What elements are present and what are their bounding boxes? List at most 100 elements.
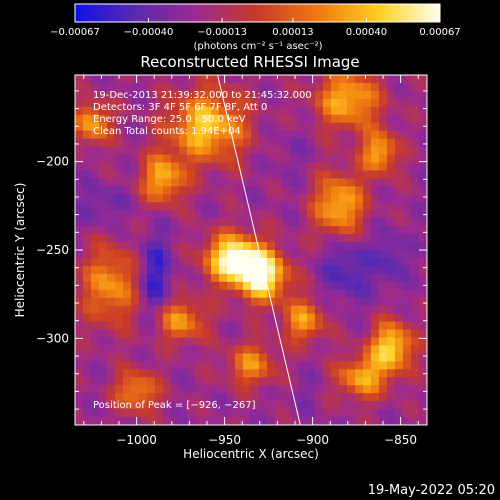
heatmap-cell — [123, 82, 132, 92]
heatmap-cell — [379, 401, 388, 410]
heatmap-cell — [331, 130, 340, 140]
heatmap-cell — [347, 265, 356, 275]
heatmap-cell — [211, 178, 220, 187]
heatmap-cell — [155, 130, 164, 140]
heatmap-cell — [419, 377, 427, 386]
heatmap-cell — [299, 194, 308, 203]
heatmap-cell — [227, 154, 236, 164]
heatmap-cell — [163, 146, 172, 156]
heatmap-cell — [123, 329, 132, 339]
heatmap-cell — [107, 273, 116, 283]
heatmap-cell — [299, 90, 308, 100]
heatmap-cell — [75, 361, 84, 370]
heatmap-cell — [219, 82, 228, 92]
heatmap-cell — [211, 154, 220, 164]
heatmap-cell — [83, 393, 92, 402]
heatmap-cell — [355, 401, 364, 410]
heatmap-cell — [75, 226, 84, 235]
heatmap-cell — [131, 82, 140, 92]
heatmap-cell — [411, 281, 420, 291]
heatmap-cell — [123, 385, 132, 394]
heatmap-cell — [107, 417, 116, 425]
heatmap-cell — [115, 226, 124, 235]
heatmap-cell — [75, 353, 84, 362]
heatmap-cell — [163, 90, 172, 100]
heatmap-cell — [179, 146, 188, 156]
heatmap-cell — [371, 289, 380, 299]
heatmap-cell — [275, 122, 284, 132]
heatmap-cell — [379, 98, 388, 108]
heatmap-cell — [307, 265, 316, 275]
heatmap-cell — [403, 337, 412, 347]
heatmap-cell — [219, 289, 228, 299]
heatmap-cell — [355, 186, 364, 195]
heatmap-cell — [195, 417, 204, 425]
heatmap-cell — [275, 281, 284, 291]
heatmap-cell — [259, 186, 268, 195]
heatmap-cell — [347, 186, 356, 195]
heatmap-cell — [323, 369, 332, 378]
heatmap-cell — [155, 393, 164, 402]
heatmap-cell — [179, 377, 188, 386]
heatmap-cell — [283, 337, 292, 347]
heatmap-cell — [379, 257, 388, 267]
heatmap-cell — [163, 409, 172, 418]
heatmap-cell — [219, 273, 228, 283]
heatmap-cell — [251, 186, 260, 195]
heatmap-cell — [379, 202, 388, 211]
heatmap-cell — [115, 194, 124, 203]
heatmap-cell — [123, 337, 132, 347]
heatmap-cell — [355, 377, 364, 386]
heatmap-cell — [131, 90, 140, 100]
heatmap-cell — [411, 186, 420, 195]
heatmap-cell — [211, 114, 220, 124]
heatmap-cell — [315, 106, 324, 116]
heatmap-cell — [307, 234, 316, 243]
heatmap-cell — [355, 321, 364, 331]
heatmap-cell — [147, 194, 156, 203]
heatmap-cell — [259, 377, 268, 386]
heatmap-cell — [419, 409, 427, 418]
heatmap-cell — [83, 178, 92, 187]
heatmap-cell — [227, 122, 236, 132]
heatmap-cell — [203, 218, 212, 227]
heatmap-cell — [363, 417, 372, 425]
heatmap-cell — [419, 393, 427, 402]
heatmap-cell — [75, 265, 84, 275]
heatmap-cell — [139, 329, 148, 339]
heatmap-cell — [267, 242, 276, 251]
heatmap-cell — [163, 297, 172, 307]
heatmap-cell — [291, 361, 300, 370]
heatmap-cell — [411, 257, 420, 267]
heatmap-cell — [403, 170, 412, 179]
heatmap-cell — [387, 321, 396, 331]
heatmap-cell — [339, 401, 348, 410]
heatmap-cell — [99, 273, 108, 283]
heatmap-cell — [419, 305, 427, 315]
heatmap-cell — [155, 210, 164, 219]
heatmap-cell — [363, 154, 372, 164]
heatmap-cell — [163, 162, 172, 172]
heatmap-cell — [227, 210, 236, 219]
heatmap-cell — [163, 289, 172, 299]
heatmap-cell — [163, 106, 172, 116]
plot-area: −1000 −950 −900 −850−200−250−300 — [36, 74, 428, 447]
heatmap-cell — [91, 210, 100, 219]
heatmap-cell — [131, 194, 140, 203]
heatmap-cell — [147, 369, 156, 378]
heatmap-cell — [251, 369, 260, 378]
heatmap-cell — [139, 361, 148, 370]
heatmap-cell — [75, 305, 84, 315]
heatmap-cell — [379, 146, 388, 156]
heatmap-cell — [115, 162, 124, 172]
heatmap-cell — [347, 250, 356, 259]
heatmap-cell — [179, 154, 188, 164]
heatmap-cell — [323, 401, 332, 410]
heatmap-cell — [219, 257, 228, 267]
heatmap-cell — [131, 273, 140, 283]
heatmap-cell — [99, 82, 108, 92]
heatmap-cell — [187, 257, 196, 267]
heatmap-cell — [171, 265, 180, 275]
heatmap-cell — [315, 114, 324, 124]
heatmap-cell — [275, 289, 284, 299]
